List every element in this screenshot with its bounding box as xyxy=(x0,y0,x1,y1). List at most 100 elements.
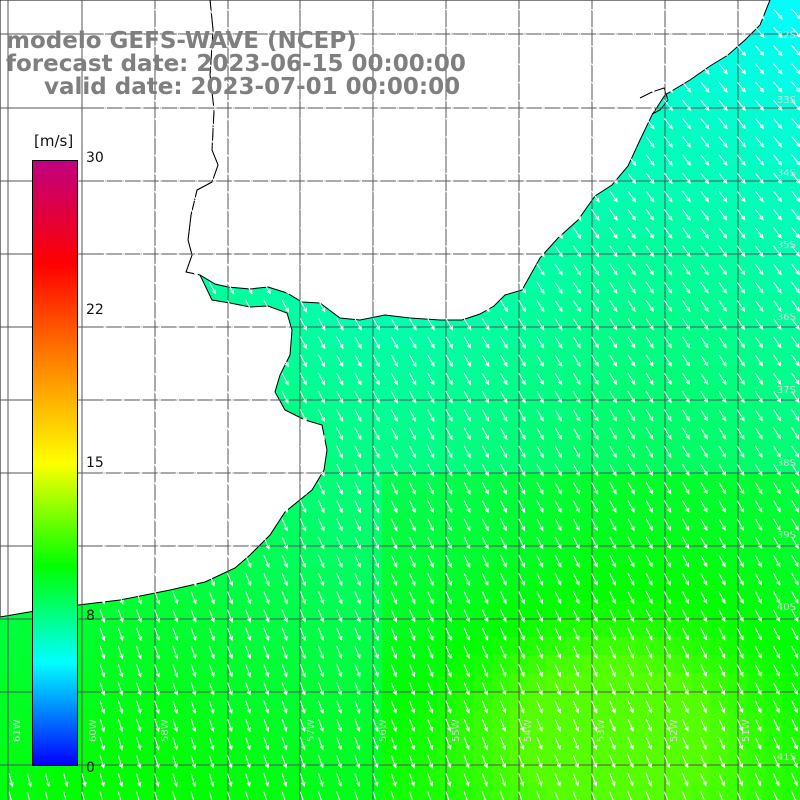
wind-cell xyxy=(345,782,365,800)
wind-arrow xyxy=(263,773,269,787)
wind-arrow xyxy=(172,336,180,350)
wind-arrow xyxy=(227,518,234,532)
wind-arrow xyxy=(245,445,252,459)
wind-arrow xyxy=(117,154,126,168)
wind-arrow xyxy=(136,27,145,40)
wind-arrow xyxy=(136,391,143,405)
wind-arrow xyxy=(117,427,125,441)
wind-arrow xyxy=(99,63,108,76)
wind-arrow xyxy=(208,45,218,58)
wind-arrow xyxy=(136,536,143,551)
wind-arrow xyxy=(172,99,181,113)
wind-arrow xyxy=(99,463,106,478)
wind-arrow xyxy=(172,372,180,386)
wind-arrow xyxy=(154,573,161,587)
wind-arrow xyxy=(245,245,253,259)
wind-arrow xyxy=(245,682,251,696)
wind-arrow xyxy=(263,154,272,167)
wind-arrow xyxy=(245,63,254,76)
wind-cell xyxy=(91,782,110,800)
wind-arrow xyxy=(227,245,235,259)
wind-arrow xyxy=(136,172,144,186)
wind-arrow xyxy=(172,591,179,605)
lon-label: 58W xyxy=(160,719,171,742)
wind-arrow xyxy=(190,263,198,277)
wind-arrow xyxy=(227,791,231,800)
wind-arrow xyxy=(81,773,87,788)
wind-arrow xyxy=(208,682,215,696)
wind-arrow xyxy=(117,755,124,769)
wind-arrow xyxy=(190,409,198,423)
wind-arrow xyxy=(81,791,85,800)
wind-arrow xyxy=(154,118,162,131)
wind-arrow xyxy=(154,209,162,222)
wind-arrow xyxy=(263,281,271,295)
wind-arrow xyxy=(136,99,144,113)
wind-arrow xyxy=(227,736,233,751)
wind-cell xyxy=(546,782,565,800)
wind-arrow xyxy=(154,718,160,733)
wind-cell xyxy=(291,782,310,800)
wind-arrow xyxy=(117,773,124,788)
wind-arrow xyxy=(263,755,269,769)
wind-cell xyxy=(309,782,329,800)
wind-arrow xyxy=(117,263,125,277)
wind-cell xyxy=(36,782,56,800)
wind-arrow xyxy=(263,391,271,404)
wind-arrow xyxy=(172,518,179,532)
wind-arrow xyxy=(99,682,106,696)
wind-arrow xyxy=(190,791,195,800)
wind-arrow xyxy=(190,336,198,350)
wind-cell xyxy=(618,782,638,800)
wind-arrow xyxy=(208,99,217,113)
wind-arrow xyxy=(99,536,106,551)
wind-arrow xyxy=(136,427,143,441)
lat-label: 35S xyxy=(776,240,796,251)
wind-cell xyxy=(273,782,292,800)
wind-arrow xyxy=(263,700,270,715)
wind-cell xyxy=(0,673,19,693)
wind-arrow xyxy=(263,445,270,459)
wind-arrow xyxy=(172,409,179,423)
wind-arrow xyxy=(227,300,235,313)
wind-arrow xyxy=(99,755,105,769)
wind-arrow xyxy=(172,354,180,368)
wind-arrow xyxy=(227,281,235,295)
wind-arrow xyxy=(227,154,235,167)
wind-arrow xyxy=(245,336,253,350)
lat-label: 33S xyxy=(776,95,796,106)
wind-arrow xyxy=(99,372,107,386)
wind-arrow xyxy=(227,391,234,405)
wind-arrow xyxy=(190,755,197,769)
wind-arrow xyxy=(99,627,106,642)
wind-arrow xyxy=(190,573,197,587)
wind-arrow xyxy=(227,318,235,332)
wind-arrow xyxy=(117,63,126,76)
wind-arrow xyxy=(227,609,233,623)
wind-cell xyxy=(491,782,511,800)
wind-arrow xyxy=(154,172,162,186)
wind-arrow xyxy=(245,718,251,733)
wind-arrow xyxy=(99,154,108,168)
wind-arrow xyxy=(117,409,125,423)
wind-cell xyxy=(764,782,784,800)
wind-arrow xyxy=(190,281,198,295)
wind-arrow xyxy=(117,445,125,459)
wind-arrow xyxy=(154,700,160,715)
wind-arrow xyxy=(190,45,199,58)
wind-arrow xyxy=(136,154,144,167)
wind-arrow xyxy=(227,482,234,496)
wind-arrow xyxy=(136,118,144,131)
wind-arrow xyxy=(245,27,254,39)
wind-arrow xyxy=(227,63,236,76)
wind-arrow xyxy=(245,700,251,715)
wind-cell xyxy=(418,782,438,800)
wind-arrow xyxy=(263,263,271,277)
wind-arrow xyxy=(99,263,107,277)
wind-arrow xyxy=(263,300,271,313)
wind-arrow xyxy=(45,791,49,800)
wind-arrow xyxy=(136,209,144,222)
wind-arrow xyxy=(227,263,235,277)
lat-label: 40S xyxy=(776,602,796,613)
